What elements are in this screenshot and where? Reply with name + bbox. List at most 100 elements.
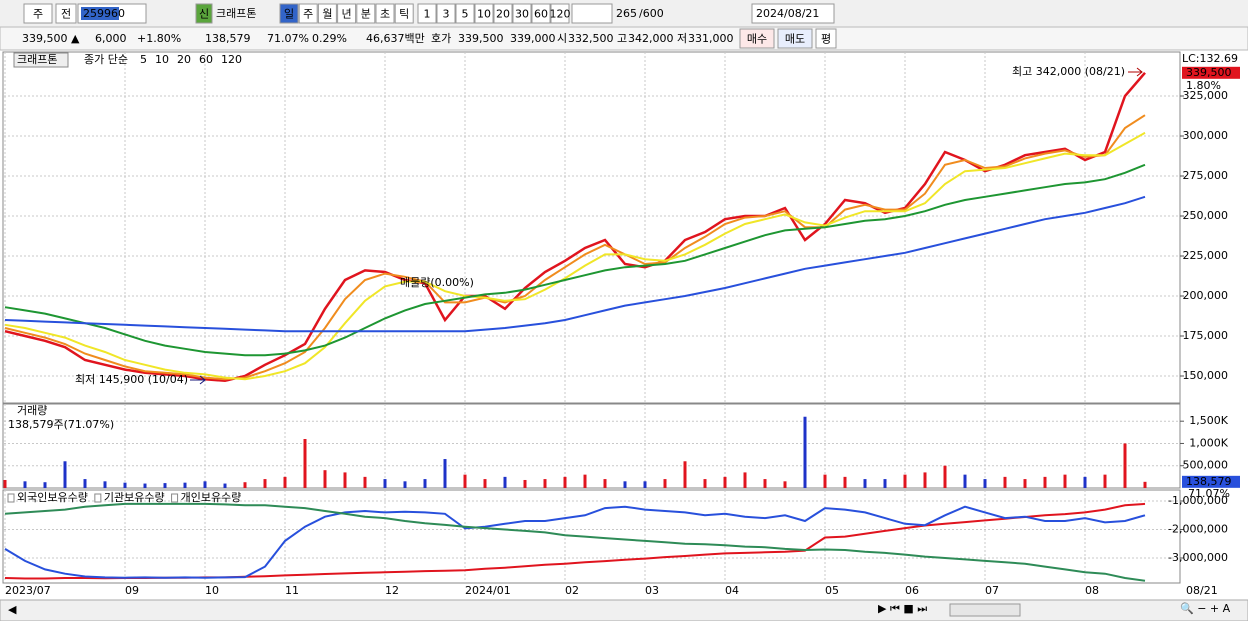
- volume-bar: [823, 474, 827, 488]
- interval-box[interactable]: [417, 3, 437, 24]
- interval: 10: [477, 8, 491, 21]
- price-pane: [2, 51, 1181, 404]
- sell-box[interactable]: [777, 28, 813, 49]
- market-box[interactable]: [23, 3, 53, 24]
- interval: 20: [496, 8, 510, 21]
- supply-annotation: 매물량(0.00%): [400, 276, 474, 289]
- interval: 1: [424, 8, 431, 21]
- volume-subtitle: 138,579주(71.07%): [8, 418, 114, 431]
- period: 주: [303, 8, 313, 21]
- period-box[interactable]: [337, 3, 357, 24]
- volume-bar: [483, 479, 487, 488]
- interval: 30: [515, 8, 529, 21]
- volume-bar: [123, 482, 127, 488]
- period: 분: [361, 8, 371, 21]
- info-bid: 339,000: [510, 32, 556, 45]
- volume-bar: [283, 476, 287, 488]
- period-box[interactable]: [279, 3, 299, 24]
- scrollbar[interactable]: [0, 599, 1248, 621]
- x-tick-label: 08: [1085, 584, 1099, 597]
- volume-bar: [1063, 474, 1067, 488]
- x-tick-label: 07: [985, 584, 999, 597]
- info-high: 342,000: [628, 32, 674, 45]
- y-tick-label: 225,000: [1183, 249, 1229, 262]
- info-change: 6,000: [95, 32, 127, 45]
- volume-bar: [403, 481, 407, 488]
- info-amount: 46,637백만: [366, 32, 425, 45]
- volume-bar: [1023, 479, 1027, 488]
- info-turnover: 0.29%: [312, 32, 347, 45]
- y-tick-label: 500,000: [1183, 459, 1229, 472]
- legend-entry: 기관보유수량: [104, 491, 165, 504]
- info-low: 331,000: [688, 32, 734, 45]
- period-box[interactable]: [298, 3, 318, 24]
- legend-entry: 외국인보유수량: [17, 491, 88, 504]
- volume-bar: [743, 472, 747, 488]
- info-ask: 339,500: [458, 32, 504, 45]
- y-tick-label: 200,000: [1183, 289, 1229, 302]
- low-annotation: 최저 145,900 (10/04): [75, 373, 188, 386]
- period-box[interactable]: [375, 3, 395, 24]
- period-box[interactable]: [394, 3, 414, 24]
- volume-bar: [883, 479, 887, 488]
- x-tick-label: 04: [725, 584, 739, 597]
- interval: 3: [443, 8, 450, 21]
- volume-bar: [63, 461, 67, 488]
- interval-box[interactable]: [436, 3, 456, 24]
- period: 월: [322, 8, 332, 21]
- legend-entry: 10: [155, 53, 169, 66]
- volume-bar: [643, 481, 647, 488]
- interval-box[interactable]: [531, 3, 551, 24]
- last-price-box: [1182, 66, 1240, 79]
- y-tick-label: -1,000,000: [1168, 494, 1228, 507]
- volume-ratio: 71.07%: [1188, 487, 1230, 500]
- avg-box[interactable]: [815, 28, 837, 49]
- y-tick-label: 1,500K: [1189, 414, 1228, 427]
- period-box[interactable]: [356, 3, 376, 24]
- y-tick-label: 300,000: [1183, 129, 1229, 142]
- zoom-slider[interactable]: [949, 603, 1021, 617]
- scroll-left[interactable]: ◀: [8, 603, 17, 616]
- prev-box[interactable]: [55, 3, 77, 24]
- code-select: [81, 7, 119, 20]
- info-high-label: 고: [617, 32, 627, 45]
- volume-bar: [1043, 476, 1047, 488]
- period: 초: [380, 8, 390, 21]
- interval-box[interactable]: [550, 3, 570, 24]
- avg: 평: [821, 33, 831, 46]
- x-tick-label: 09: [125, 584, 139, 597]
- interval-box[interactable]: [474, 3, 494, 24]
- x-tick-label: 2023/07: [5, 584, 51, 597]
- interval-box[interactable]: [512, 3, 532, 24]
- y-tick-label: -3,000,000: [1168, 551, 1228, 564]
- info-change-pct: +1.80%: [137, 32, 181, 45]
- date-box[interactable]: [751, 3, 835, 24]
- buy-box[interactable]: [739, 28, 775, 49]
- count: 265: [616, 7, 637, 20]
- scroll-controls[interactable]: ▶ ⏮ ■ ⏭: [878, 602, 927, 615]
- count-box[interactable]: [571, 3, 613, 24]
- legend-swatch: [7, 493, 15, 503]
- volume-bar: [1123, 443, 1127, 488]
- volume-bar: [343, 472, 347, 488]
- volume-bar: [963, 474, 967, 488]
- volume-bar: [383, 479, 387, 488]
- interval-box[interactable]: [493, 3, 513, 24]
- series-line: [4, 505, 1146, 579]
- volume-bar: [583, 474, 587, 488]
- info-volume: 138,579: [205, 32, 251, 45]
- lc-label: LC:132.69: [1182, 52, 1238, 65]
- stock-name: 크래프톤: [216, 7, 256, 20]
- zoom-controls[interactable]: 🔍 − + A: [1180, 601, 1231, 615]
- period-box[interactable]: [317, 3, 337, 24]
- volume-bar: [43, 482, 47, 488]
- volume-bar: [263, 479, 267, 488]
- volume-bar: [203, 481, 207, 488]
- volume-bar: [683, 461, 687, 488]
- x-tick-label: 10: [205, 584, 219, 597]
- info-open-label: 시: [557, 32, 567, 45]
- new-badge-box: [195, 3, 213, 24]
- interval: 5: [462, 8, 469, 21]
- interval-box[interactable]: [455, 3, 475, 24]
